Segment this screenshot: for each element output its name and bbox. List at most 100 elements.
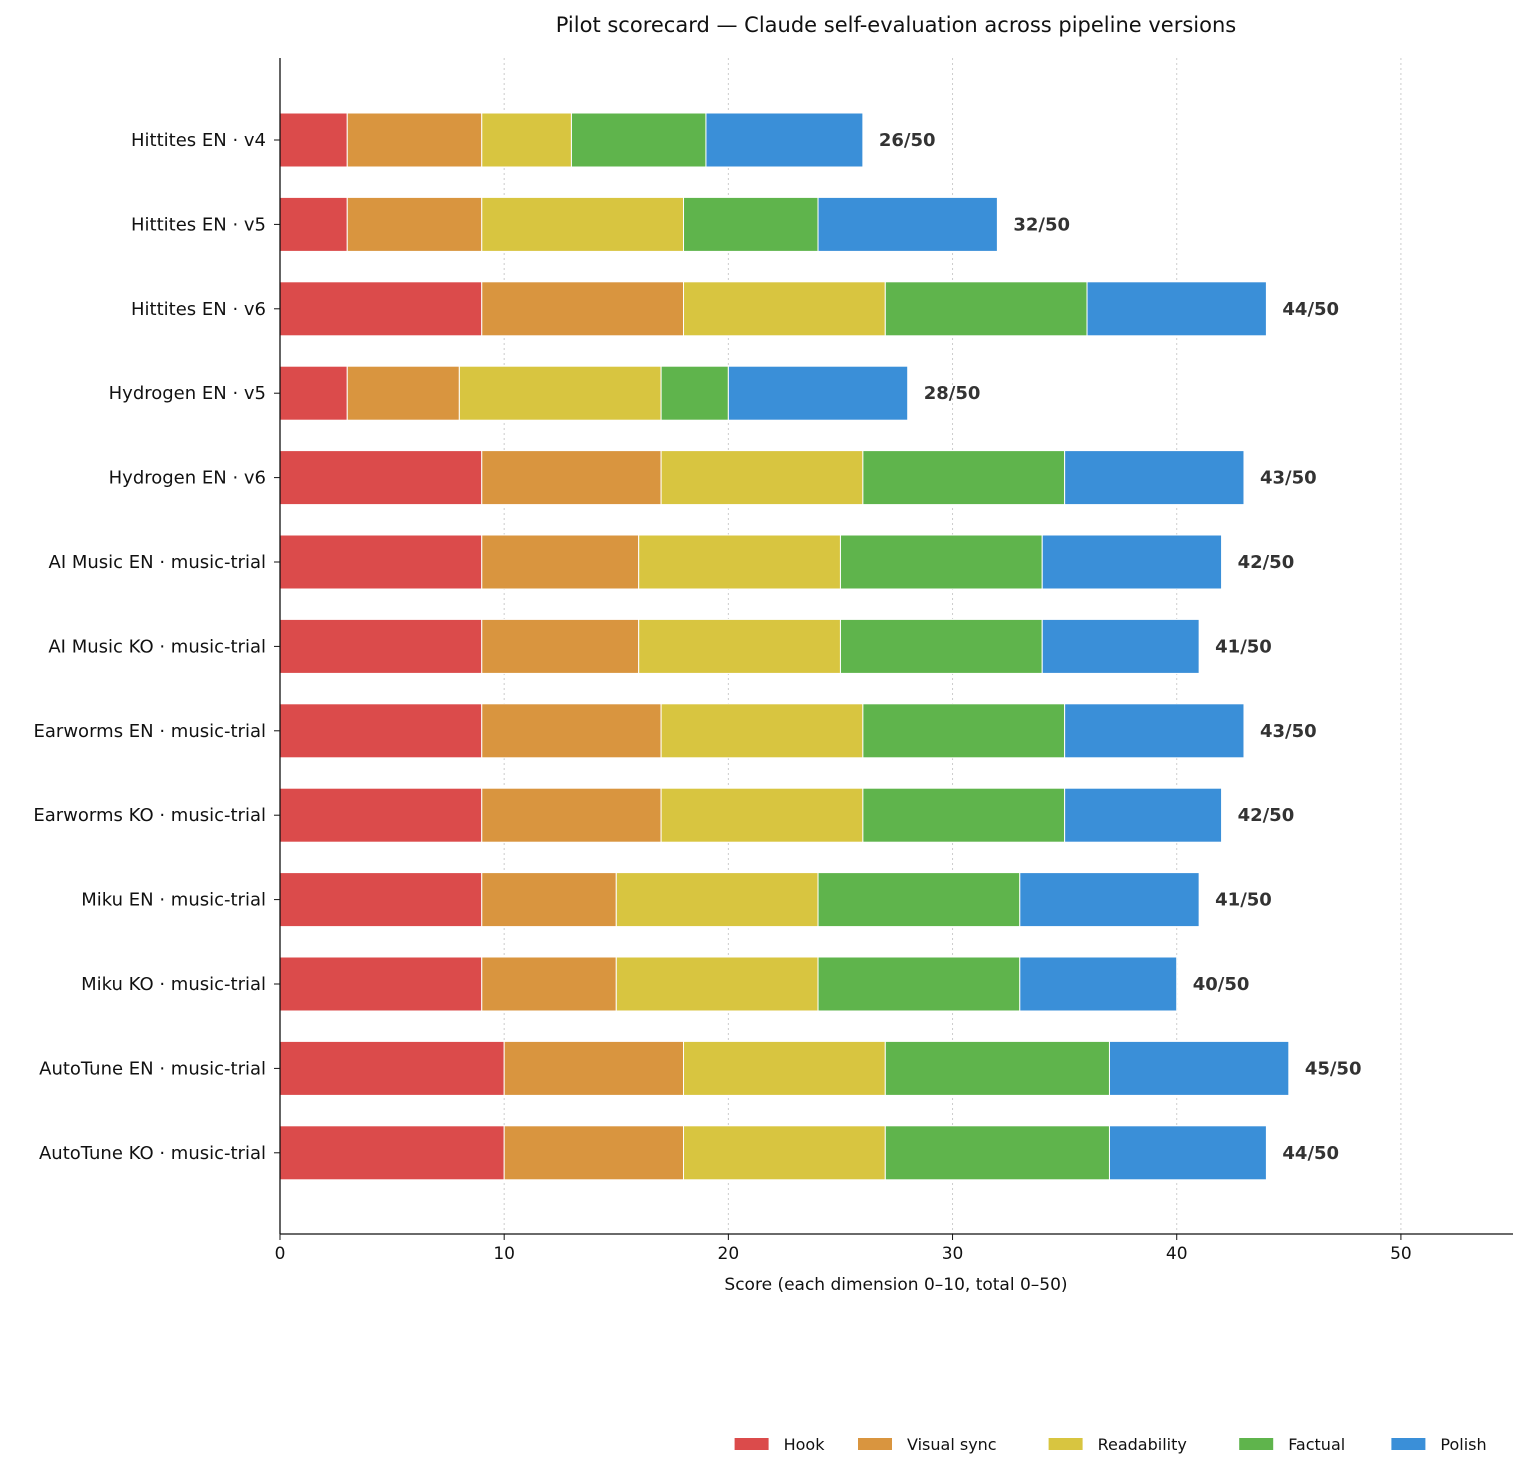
bar-segment-readability-5 [638,534,841,590]
bar-segment-factual-10 [817,956,1021,1012]
legend-swatch-factual [1239,1438,1274,1450]
total-label: 43/50 [1260,468,1317,489]
category-label: Hydrogen EN · v6 [109,468,266,489]
bar-segment-polish-9 [1019,872,1200,928]
bar-segment-visual-sync-0 [346,112,483,168]
bar-segment-hook-0 [279,112,348,168]
legend-swatch-readability [1048,1438,1083,1450]
category-label: Miku EN · music-trial [81,890,266,911]
total-label: 26/50 [879,130,936,151]
bar-segment-readability-7 [660,703,864,759]
chart-title: Pilot scorecard — Claude self-evaluation… [556,13,1237,37]
bar-segment-hook-5 [279,534,483,590]
total-label: 45/50 [1305,1058,1362,1079]
total-label: 44/50 [1282,1143,1339,1164]
bar-segment-visual-sync-1 [346,196,483,252]
total-label: 42/50 [1238,805,1295,826]
category-label: AutoTune KO · music-trial [39,1143,266,1164]
bar-segment-factual-0 [570,112,707,168]
x-tick-label: 10 [493,1244,515,1264]
bar-segment-visual-sync-9 [481,872,617,928]
bar-segment-readability-8 [660,787,864,843]
bar-segment-polish-1 [817,196,998,252]
legend-label: Readability [1098,1435,1187,1454]
total-label: 40/50 [1193,974,1250,995]
bar-segment-polish-3 [727,365,909,421]
bar-segment-polish-11 [1108,1040,1290,1096]
legend-swatch-visual-sync [858,1438,892,1450]
bar-segment-hook-1 [279,196,348,252]
category-label: Hittites EN · v5 [131,214,266,235]
bar-segment-factual-12 [884,1125,1110,1181]
bar-segment-hook-3 [279,365,348,421]
bar-segment-visual-sync-2 [481,281,685,337]
bar-segment-visual-sync-6 [481,618,640,674]
bar-segment-polish-2 [1086,281,1267,337]
bar-segment-readability-9 [615,872,819,928]
bar-segment-readability-4 [660,450,864,506]
bars [279,112,1290,1181]
bar-segment-hook-10 [279,956,483,1012]
category-label: AutoTune EN · music-trial [39,1058,266,1079]
legend-swatch-polish [1391,1438,1426,1450]
bar-segment-polish-6 [1041,618,1200,674]
bar-segment-visual-sync-11 [503,1040,685,1096]
category-label: AI Music EN · music-trial [49,552,267,573]
grid-lines [503,58,1402,1234]
legend-label: Polish [1440,1435,1486,1454]
bar-segment-polish-8 [1064,787,1223,843]
bar-segment-readability-3 [458,365,662,421]
total-labels: 26/50 32/50 44/50 28/50 43/50 42/50 41/50 43/50… [879,130,1362,1164]
bar-segment-factual-8 [862,787,1066,843]
bar-segment-polish-4 [1064,450,1245,506]
bar-segment-readability-0 [481,112,572,168]
bar-segment-factual-3 [660,365,729,421]
bar-segment-factual-6 [839,618,1043,674]
total-label: 44/50 [1282,299,1339,320]
category-label: Hittites EN · v6 [131,299,266,320]
x-ticks: 0 10 20 30 40 50 [275,1234,1412,1264]
bar-segment-hook-12 [279,1125,505,1181]
category-label: Hydrogen EN · v5 [109,383,266,404]
bar-segment-readability-1 [481,196,685,252]
bar-segment-polish-10 [1019,956,1178,1012]
bar-segment-visual-sync-5 [481,534,640,590]
x-tick-label: 0 [275,1244,286,1264]
bar-segment-hook-7 [279,703,483,759]
legend-label: Hook [784,1435,826,1454]
bar-segment-hook-11 [279,1040,505,1096]
category-label: AI Music KO · music-trial [48,636,266,657]
bar-segment-polish-5 [1041,534,1223,590]
x-tick-label: 50 [1390,1244,1412,1264]
bar-segment-factual-11 [884,1040,1110,1096]
bar-segment-factual-9 [817,872,1021,928]
total-label: 42/50 [1238,552,1295,573]
bar-segment-visual-sync-3 [346,365,460,421]
legend-swatch-hook [734,1438,769,1450]
bar-segment-visual-sync-8 [481,787,662,843]
bar-segment-factual-7 [862,703,1066,759]
category-label: Hittites EN · v4 [131,130,266,151]
x-tick-label: 20 [718,1244,740,1264]
axes [274,58,1513,1235]
bar-segment-polish-12 [1108,1125,1267,1181]
category-label: Earworms EN · music-trial [34,721,266,742]
bar-segment-polish-7 [1064,703,1245,759]
bar-segment-readability-2 [683,281,886,337]
bar-segment-hook-2 [279,281,483,337]
legend: Hook Visual sync Readability Factual Polish [734,1435,1487,1454]
category-label: Miku KO · music-trial [81,974,266,995]
bar-segment-visual-sync-7 [481,703,662,759]
legend-label: Factual [1288,1435,1345,1454]
total-label: 43/50 [1260,721,1317,742]
x-tick-label: 30 [942,1244,964,1264]
x-tick-label: 40 [1166,1244,1188,1264]
bar-segment-hook-4 [279,450,483,506]
bar-segment-readability-12 [683,1125,886,1181]
total-label: 28/50 [924,383,981,404]
bar-segment-factual-5 [839,534,1043,590]
bar-segment-visual-sync-10 [481,956,617,1012]
total-label: 41/50 [1215,636,1272,657]
total-label: 41/50 [1215,890,1272,911]
